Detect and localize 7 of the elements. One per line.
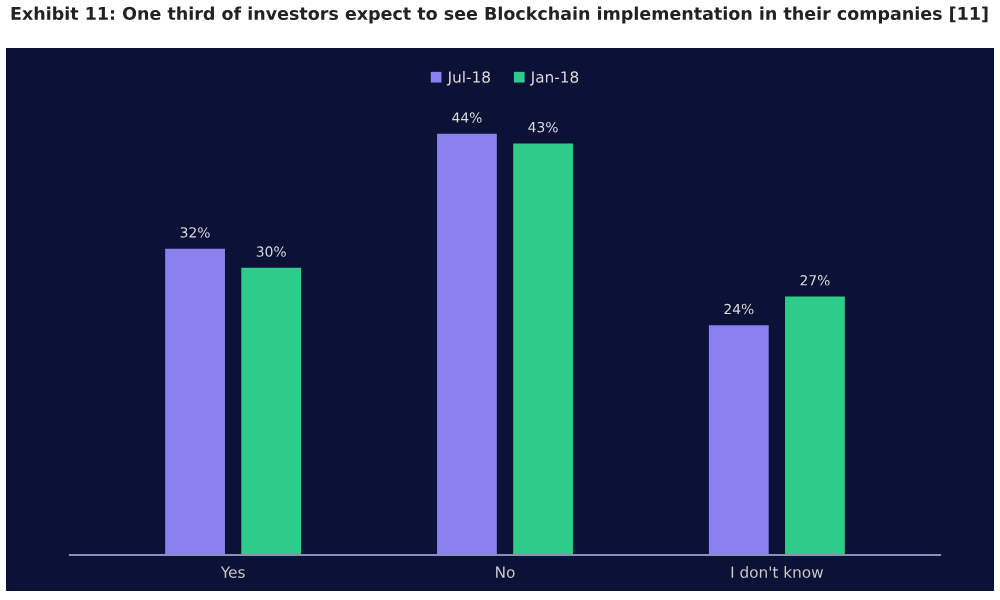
chart-title: Exhibit 11: One third of investors expect to see Blockchain implementation in their companies [11]	[11, 6, 988, 24]
bar	[241, 267, 302, 555]
bar	[165, 248, 225, 555]
bar	[708, 325, 769, 555]
bar	[785, 296, 845, 555]
bar	[513, 143, 573, 555]
bar	[437, 133, 497, 555]
